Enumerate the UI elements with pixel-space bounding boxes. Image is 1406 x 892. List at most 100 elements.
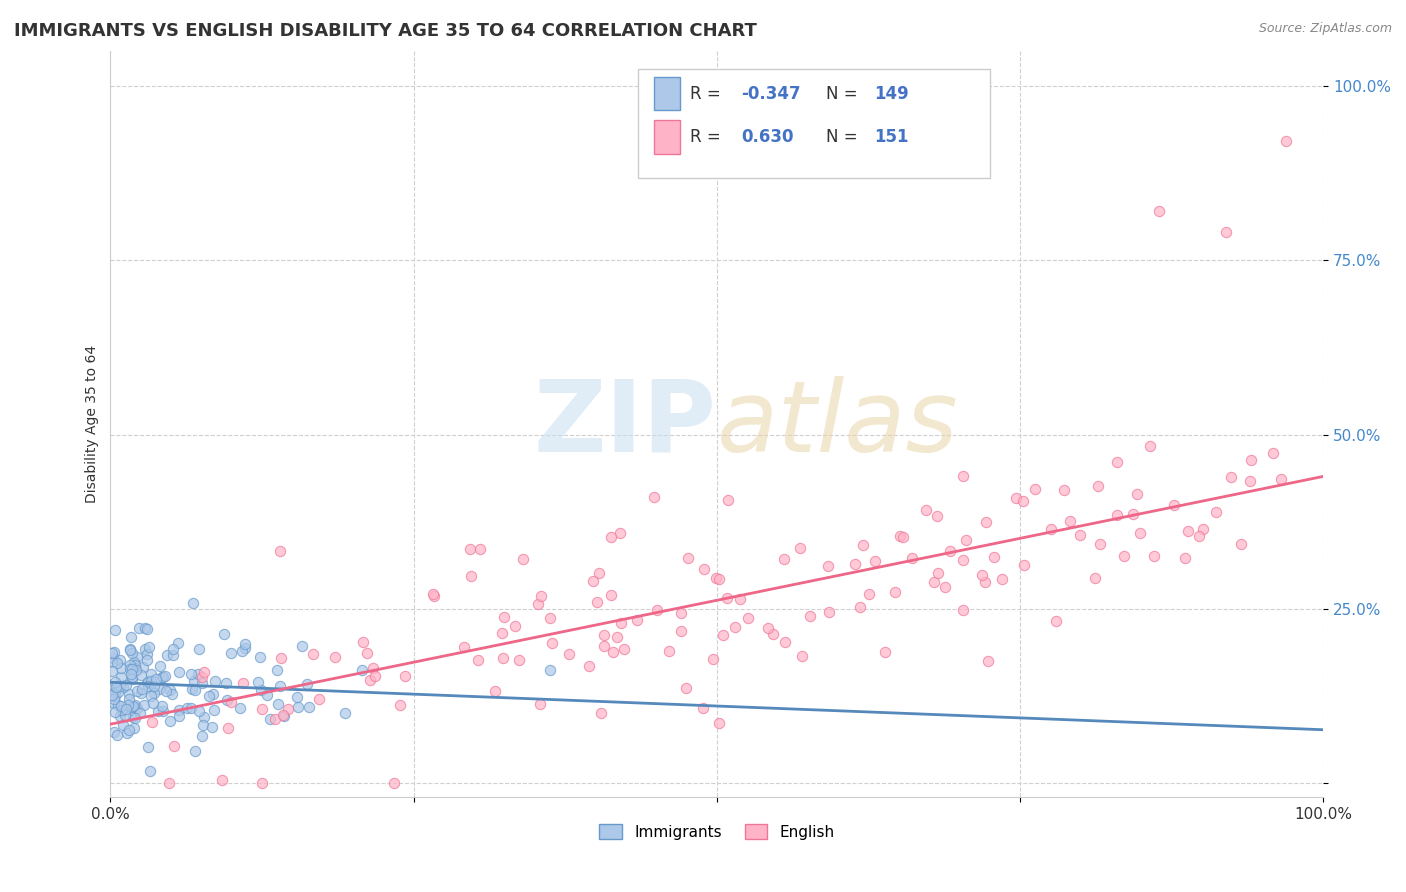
Point [142,696,165,710]
Point [468,541,491,556]
Point [692,701,714,715]
Point [110,661,132,675]
Point [121,672,143,686]
Point [136,739,159,754]
Point [891,530,914,544]
Point [460,569,482,583]
Point [529,697,551,711]
Point [915,503,938,517]
Point [105,681,128,696]
Point [117,698,139,712]
Point [104,689,127,703]
Point [382,776,405,790]
Point [557,647,579,661]
Point [110,709,132,723]
Point [103,724,125,739]
Text: atlas: atlas [717,376,959,473]
Point [707,572,730,586]
Point [191,670,214,684]
Point [1240,453,1263,467]
Point [817,559,839,574]
Point [136,679,159,693]
Point [1215,225,1237,239]
Point [184,744,207,758]
Point [1024,482,1046,496]
Text: N =: N = [825,85,863,103]
Point [263,712,285,726]
Point [107,698,129,712]
Point [180,701,202,715]
Point [693,562,716,576]
Point [229,701,252,715]
Point [176,700,198,714]
Point [120,643,142,657]
Point [818,606,841,620]
Point [505,618,527,632]
Text: N =: N = [825,128,863,146]
Point [134,642,156,657]
Point [155,669,177,683]
Text: R =: R = [690,128,731,146]
Point [120,667,142,681]
Point [939,544,962,558]
Point [716,591,738,606]
Point [259,712,281,726]
Point [970,568,993,582]
Point [423,589,446,603]
Point [1239,474,1261,488]
Point [129,667,152,681]
Point [271,708,294,723]
Point [152,704,174,718]
Point [115,701,138,715]
Point [952,553,974,567]
Point [582,574,605,588]
Point [124,698,146,712]
Point [193,665,215,680]
Point [145,673,167,687]
Point [626,613,648,627]
Point [844,558,866,572]
Point [188,642,211,657]
Point [135,653,157,667]
Point [789,541,811,555]
Point [159,682,181,697]
FancyBboxPatch shape [654,120,681,153]
Point [1192,523,1215,537]
Point [249,650,271,665]
Point [100,665,122,679]
Point [298,699,321,714]
Point [118,658,141,673]
Point [211,773,233,788]
Point [1177,524,1199,539]
Point [530,589,553,603]
Point [1275,135,1298,149]
Point [1107,455,1129,469]
Point [1270,472,1292,486]
Point [790,649,813,664]
Point [197,689,219,703]
Point [183,673,205,688]
Point [669,607,692,621]
Point [103,674,125,689]
Point [139,667,162,681]
Point [1012,494,1035,508]
Point [977,654,1000,668]
Point [884,585,907,599]
Point [724,620,747,634]
Point [163,739,186,754]
Point [1205,505,1227,519]
Point [127,701,149,715]
Point [217,721,239,735]
Point [1230,537,1253,551]
Point [1005,491,1028,505]
Point [600,530,623,544]
Point [121,662,143,676]
Point [389,698,412,712]
Point [922,575,945,590]
Point [704,571,727,585]
Point [136,647,159,661]
Text: 149: 149 [875,85,910,103]
Point [160,687,183,701]
Point [112,718,135,732]
Point [128,621,150,635]
